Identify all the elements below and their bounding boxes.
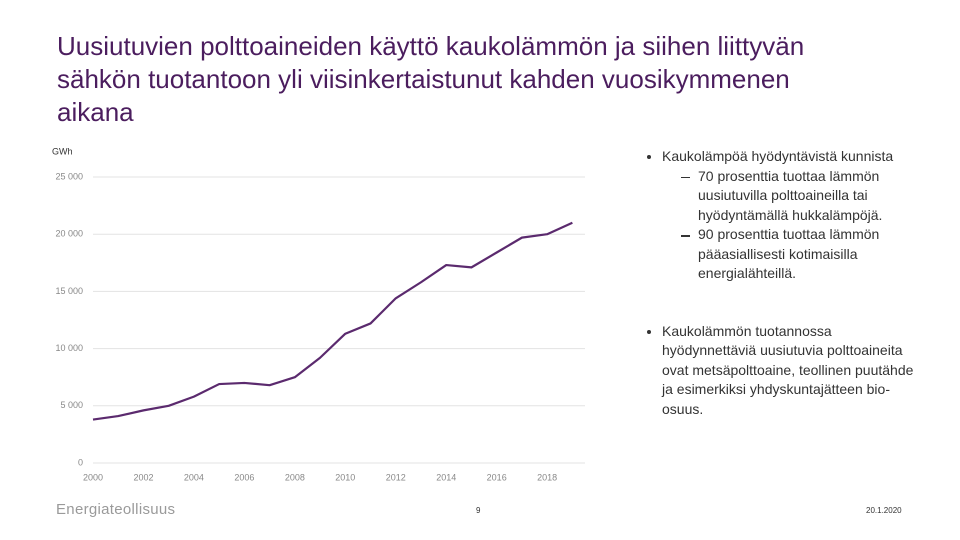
- bullet-text: Kaukolämmön tuotannossa hyödynnettäviä u…: [662, 322, 914, 417]
- y-tick-label: 25 000: [55, 171, 83, 181]
- x-tick-label: 2000: [83, 472, 103, 482]
- x-tick-label: 2012: [386, 472, 406, 482]
- x-tick-label: 2002: [133, 472, 153, 482]
- date: 20.1.2020: [866, 506, 902, 515]
- y-tick-label: 5 000: [60, 400, 83, 410]
- bullet-list: Kaukolämpöä hyödyntävistä kunnista 70 pro…: [645, 147, 925, 457]
- sub-bullet-dash: [681, 235, 690, 237]
- sub-bullet: 70 prosenttia tuottaa lämmön uusiutuvill…: [645, 167, 925, 226]
- x-tick-label: 2010: [335, 472, 355, 482]
- logo: Energiateollisuus: [56, 501, 176, 518]
- sub-bullet: 90 prosenttia tuottaa lämmön pääasiallis…: [645, 225, 925, 284]
- x-tick-label: 2008: [285, 472, 305, 482]
- y-tick-label: 20 000: [55, 229, 83, 239]
- x-tick-label: 2016: [487, 472, 507, 482]
- y-tick-label: 10 000: [55, 343, 83, 353]
- y-axis-label: GWh: [52, 146, 73, 156]
- bullet: Kaukolämpöä hyödyntävistä kunnista 70 pro…: [645, 147, 925, 284]
- slide-title: Uusiutuvien polttoaineiden käyttö kaukol…: [57, 31, 805, 127]
- bullet-dot: [647, 155, 651, 159]
- data-line: [92, 221, 573, 421]
- x-tick-label: 2004: [184, 472, 204, 482]
- x-tick-label: 2014: [436, 472, 456, 482]
- y-tick-label: 0: [78, 457, 83, 467]
- x-tick-label: 2018: [537, 472, 557, 482]
- x-tick-label: 2006: [234, 472, 254, 482]
- sub-bullet-dash: [681, 176, 690, 178]
- y-tick-label: 15 000: [55, 286, 83, 296]
- bullet-text: Kaukolämpöä hyödyntävistä kunnista: [662, 148, 894, 164]
- page-number: 9: [476, 506, 481, 515]
- bullet-dot: [647, 329, 651, 334]
- bullet: Kaukolämmön tuotannossa hyödynnettäviä u…: [645, 322, 925, 420]
